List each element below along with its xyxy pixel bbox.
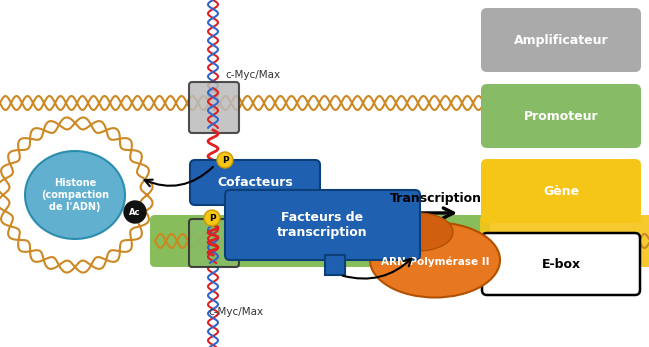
- Text: E-box: E-box: [541, 257, 581, 271]
- Text: c-Myc/Max: c-Myc/Max: [208, 307, 263, 317]
- Text: Amplificateur: Amplificateur: [514, 34, 608, 46]
- FancyBboxPatch shape: [481, 8, 641, 72]
- FancyBboxPatch shape: [481, 84, 641, 148]
- Circle shape: [217, 152, 233, 168]
- FancyBboxPatch shape: [482, 233, 640, 295]
- Circle shape: [124, 201, 146, 223]
- Text: P: P: [222, 155, 228, 164]
- Text: Histone
(compaction
de l'ADN): Histone (compaction de l'ADN): [41, 178, 109, 212]
- Text: Cofacteurs: Cofacteurs: [217, 176, 293, 189]
- FancyArrowPatch shape: [145, 167, 213, 186]
- FancyBboxPatch shape: [190, 160, 320, 205]
- Text: Ac: Ac: [129, 208, 141, 217]
- FancyBboxPatch shape: [481, 159, 641, 223]
- Text: ARN Polymérase II: ARN Polymérase II: [381, 257, 489, 267]
- FancyBboxPatch shape: [480, 215, 649, 267]
- FancyBboxPatch shape: [225, 190, 420, 260]
- Text: Gène: Gène: [543, 185, 579, 197]
- Ellipse shape: [25, 151, 125, 239]
- Text: c-Myc/Max: c-Myc/Max: [225, 70, 280, 80]
- Text: Promoteur: Promoteur: [524, 110, 598, 122]
- Text: P: P: [209, 213, 215, 222]
- FancyArrowPatch shape: [343, 259, 411, 279]
- FancyBboxPatch shape: [189, 82, 239, 133]
- Ellipse shape: [370, 222, 500, 297]
- FancyBboxPatch shape: [150, 215, 490, 267]
- FancyBboxPatch shape: [189, 219, 239, 267]
- Text: Facteurs de
transcription: Facteurs de transcription: [277, 211, 368, 239]
- Polygon shape: [325, 255, 345, 275]
- Ellipse shape: [383, 213, 453, 251]
- Circle shape: [204, 210, 220, 226]
- Text: Transcription: Transcription: [390, 192, 482, 205]
